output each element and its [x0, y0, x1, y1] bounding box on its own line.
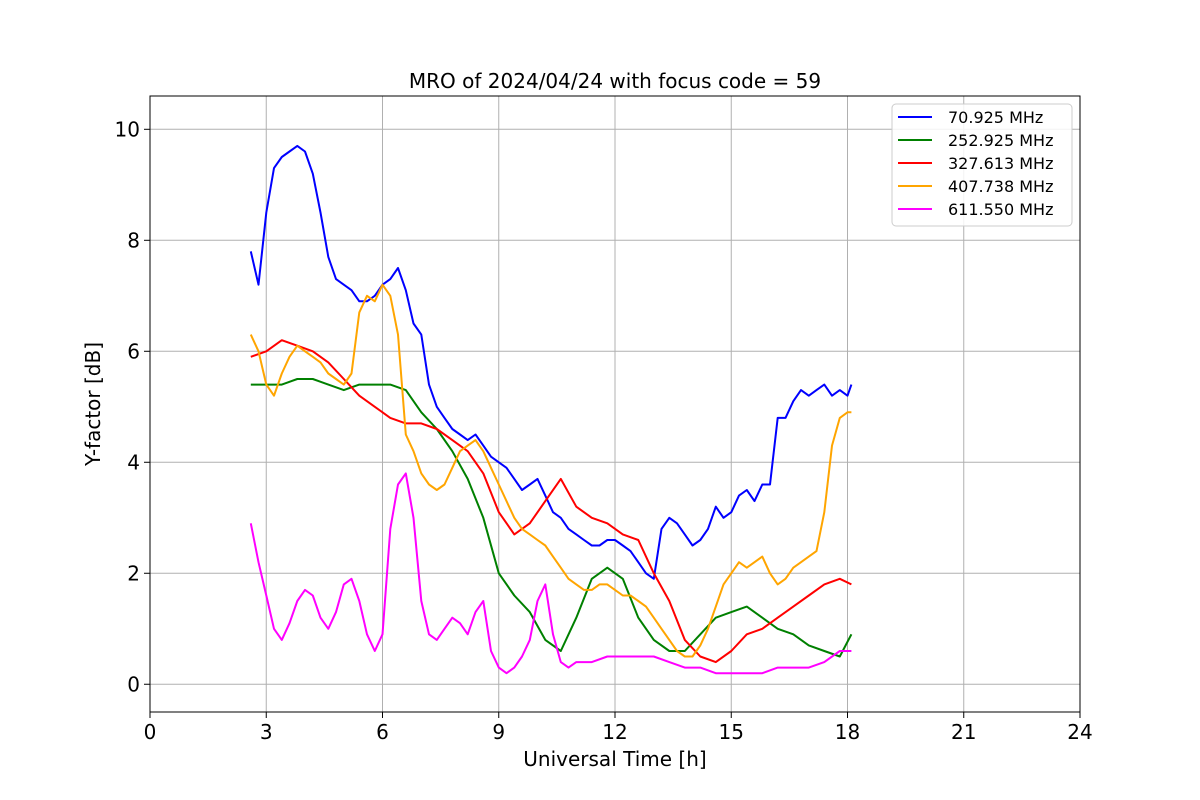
- legend-box: [891, 103, 1073, 227]
- x-tick-label: 21: [951, 720, 976, 744]
- y-tick-label: 6: [127, 339, 140, 363]
- x-tick-label: 18: [835, 720, 860, 744]
- legend-entry: 407.738 MHz: [948, 177, 1053, 196]
- y-axis-label: Y-factor [dB]: [81, 342, 105, 467]
- chart-title: MRO of 2024/04/24 with focus code = 59: [409, 69, 821, 93]
- legend-entry: 327.613 MHz: [948, 154, 1053, 173]
- y-tick-label: 0: [127, 672, 140, 696]
- legend-entry: 252.925 MHz: [948, 131, 1053, 150]
- y-tick-label: 2: [127, 561, 140, 585]
- x-tick-label: 6: [376, 720, 389, 744]
- x-tick-label: 24: [1067, 720, 1092, 744]
- series-line-3: [249, 283, 852, 658]
- series-line-0: [249, 144, 853, 580]
- x-tick-label: 9: [492, 720, 505, 744]
- x-axis-label: Universal Time [h]: [523, 747, 706, 771]
- x-tick-label: 12: [602, 720, 627, 744]
- grid: [149, 96, 1081, 712]
- legend-entry: 611.550 MHz: [948, 200, 1053, 219]
- series-line-2: [250, 339, 852, 664]
- x-tick-label: 15: [719, 720, 744, 744]
- legend-entry: 70.925 MHz: [948, 108, 1043, 127]
- x-tick-label: 0: [144, 720, 157, 744]
- series-line-4: [249, 472, 852, 675]
- y-tick-label: 10: [115, 117, 140, 141]
- y-tick-label: 8: [127, 228, 140, 252]
- plot-area: [249, 144, 853, 675]
- x-tick-label: 3: [260, 720, 273, 744]
- y-tick-label: 4: [127, 450, 140, 474]
- series-line-1: [250, 378, 853, 658]
- legend: 70.925 MHz 252.925 MHz 327.613 MHz 407.738 …: [891, 103, 1073, 227]
